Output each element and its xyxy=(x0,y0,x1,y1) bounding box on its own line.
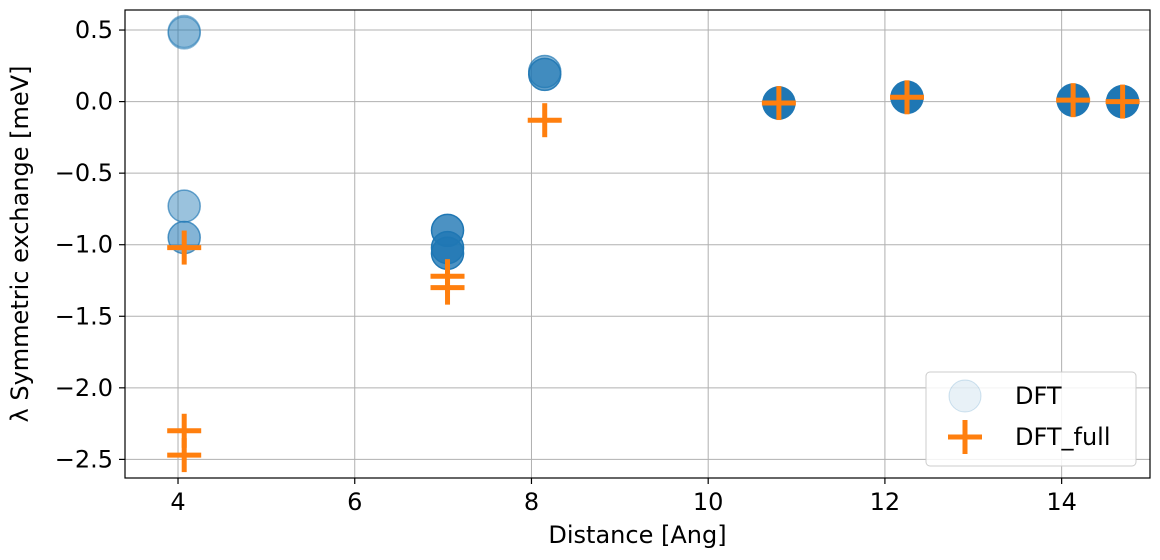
x-tick-label: 6 xyxy=(347,488,362,516)
legend-dft-full-marker xyxy=(948,420,982,454)
y-axis-label: λ Symmetric exchange [meV] xyxy=(6,66,34,423)
dft-full-point xyxy=(527,103,562,138)
x-tick-label: 4 xyxy=(170,488,185,516)
dft-point xyxy=(167,14,201,49)
plot-frame xyxy=(124,9,1151,479)
legend-dft-label: DFT xyxy=(1015,382,1062,410)
dft-full-point xyxy=(167,438,202,473)
y-axis-ticks: 0.5 0.0 −0.5 −1.0 −1.5 −2.0 −2.5 xyxy=(55,16,125,473)
y-tick-label: −1.0 xyxy=(55,231,113,259)
x-tick-label: 14 xyxy=(1046,488,1077,516)
x-axis-label: Distance [Ang] xyxy=(548,521,726,549)
dft-full-point xyxy=(167,230,202,265)
dft-full-point xyxy=(430,270,465,305)
dft-full-point xyxy=(761,86,796,121)
series-dft-markers xyxy=(167,14,1140,271)
series-dft-full-markers xyxy=(167,80,1140,473)
y-tick-label: −0.5 xyxy=(55,159,113,187)
dft-point xyxy=(527,54,562,89)
x-tick-label: 10 xyxy=(693,488,724,516)
y-tick-label: −2.5 xyxy=(55,445,113,473)
dft-full-point xyxy=(890,80,925,115)
y-tick-label: 0.5 xyxy=(75,16,113,44)
x-tick-label: 8 xyxy=(524,488,539,516)
dft-full-point xyxy=(1105,84,1140,119)
legend-dft-marker xyxy=(948,379,982,413)
legend-plus xyxy=(948,420,982,454)
legend-box xyxy=(925,371,1137,467)
x-tick-label: 12 xyxy=(870,488,901,516)
legend-dft-full-label: DFT_full xyxy=(1015,423,1111,451)
y-tick-label: −2.0 xyxy=(55,374,113,402)
dft-full-point xyxy=(1056,83,1091,118)
y-tick-label: 0.0 xyxy=(75,88,113,116)
dft-point xyxy=(167,189,201,223)
legend: DFT DFT_full xyxy=(925,371,1137,467)
x-axis-ticks: 4 6 8 10 12 14 xyxy=(170,478,1077,516)
y-tick-label: −1.5 xyxy=(55,302,113,330)
